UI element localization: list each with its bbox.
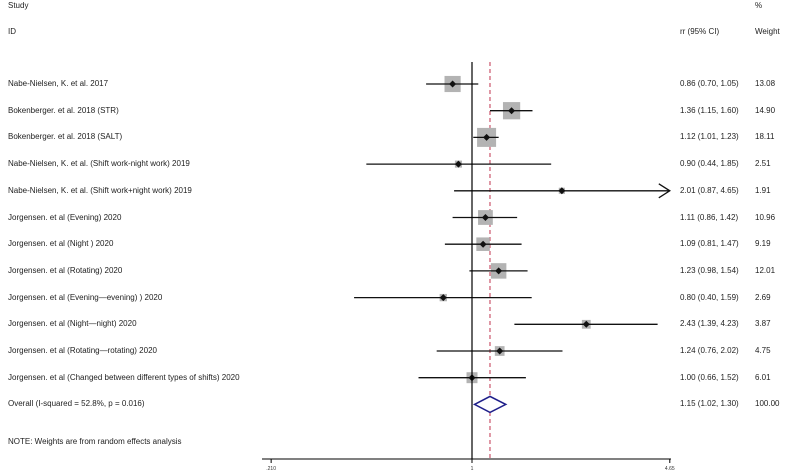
effect-header: rr (95% CI)	[680, 27, 720, 36]
study-ci-10: 2.43 (1.39, 4.23)	[680, 319, 739, 329]
x-tick-label-3: 4.65	[665, 466, 675, 472]
point-estimate-8	[495, 267, 503, 275]
study-ci-5: 2.01 (0.87, 4.65)	[680, 185, 739, 195]
study-label-5: Nabe-Nielsen, K. et al. (Shift work+nigh…	[8, 185, 192, 195]
study-label-4: Nabe-Nielsen, K. et al. (Shift work-nigh…	[8, 159, 190, 169]
study-weight-7: 9.19	[755, 239, 771, 249]
study-label-9: Jorgensen. et al (Evening—evening) ) 202…	[8, 292, 163, 302]
study-header: Study	[8, 1, 29, 10]
x-tick-label-1: .210	[266, 466, 276, 472]
overall-weight: 100.00	[755, 399, 780, 409]
study-weight-6: 10.96	[755, 212, 776, 222]
weight-header: Weight	[755, 27, 780, 36]
study-label-6: Jorgensen. et al (Evening) 2020	[8, 212, 122, 222]
study-ci-8: 1.23 (0.98, 1.54)	[680, 265, 739, 275]
study-label-7: Jorgensen. et al (Night ) 2020	[8, 239, 114, 249]
point-estimate-7	[479, 240, 487, 248]
study-weight-8: 12.01	[755, 265, 776, 275]
study-ci-9: 0.80 (0.40, 1.59)	[680, 292, 739, 302]
study-ci-7: 1.09 (0.81, 1.47)	[680, 239, 739, 249]
percent-header: %	[755, 1, 763, 10]
point-estimate-6	[481, 214, 489, 221]
overall-label: Overall (I-squared = 52.8%, p = 0.016)	[8, 399, 145, 409]
study-ci-11: 1.24 (0.76, 2.02)	[680, 346, 739, 355]
study-weight-1: 13.08	[755, 79, 776, 88]
study-weight-11: 4.75	[755, 346, 771, 355]
study-weight-3: 18.11	[755, 132, 775, 142]
ci-arrow-5	[658, 183, 672, 199]
point-estimate-11	[496, 347, 504, 355]
study-label-2: Bokenberger. et al. 2018 (STR)	[8, 105, 119, 115]
point-estimate-5	[558, 187, 566, 195]
point-estimate-2	[508, 107, 516, 115]
id-header: ID	[8, 27, 16, 36]
study-ci-1: 0.86 (0.70, 1.05)	[680, 79, 739, 88]
study-label-10: Jorgensen. et al (Night—night) 2020	[8, 319, 137, 329]
study-weight-4: 2.51	[755, 159, 771, 169]
study-weight-12: 6.01	[755, 372, 771, 382]
study-label-3: Bokenberger. et al. 2018 (SALT)	[8, 132, 123, 142]
point-estimate-10	[582, 320, 590, 328]
point-estimate-1	[449, 80, 457, 88]
point-estimate-3	[483, 133, 491, 141]
note-text: NOTE: Weights are from random effects an…	[8, 437, 182, 446]
study-label-12: Jorgensen. et al (Changed between differ…	[8, 372, 240, 382]
point-estimate-4	[454, 160, 462, 168]
study-weight-2: 14.90	[755, 105, 776, 115]
study-ci-3: 1.12 (1.01, 1.23)	[680, 132, 739, 142]
study-label-8: Jorgensen. et al (Rotating) 2020	[8, 265, 123, 275]
study-ci-12: 1.00 (0.66, 1.52)	[680, 372, 739, 382]
study-label-1: Nabe-Nielsen, K. et al. 2017	[8, 79, 109, 88]
study-ci-6: 1.11 (0.86, 1.42)	[680, 212, 739, 222]
point-estimate-9	[439, 294, 447, 302]
study-weight-10: 3.87	[755, 319, 771, 329]
x-tick-label-2: 1	[471, 466, 474, 472]
overall-diamond	[472, 395, 508, 414]
overall-ci: 1.15 (1.02, 1.30)	[680, 399, 739, 409]
study-ci-2: 1.36 (1.15, 1.60)	[680, 105, 739, 115]
study-weight-9: 2.69	[755, 292, 771, 302]
study-label-11: Jorgensen. et al (Rotating—rotating) 202…	[8, 346, 157, 355]
study-ci-4: 0.90 (0.44, 1.85)	[680, 159, 739, 169]
study-weight-5: 1.91	[755, 185, 771, 195]
